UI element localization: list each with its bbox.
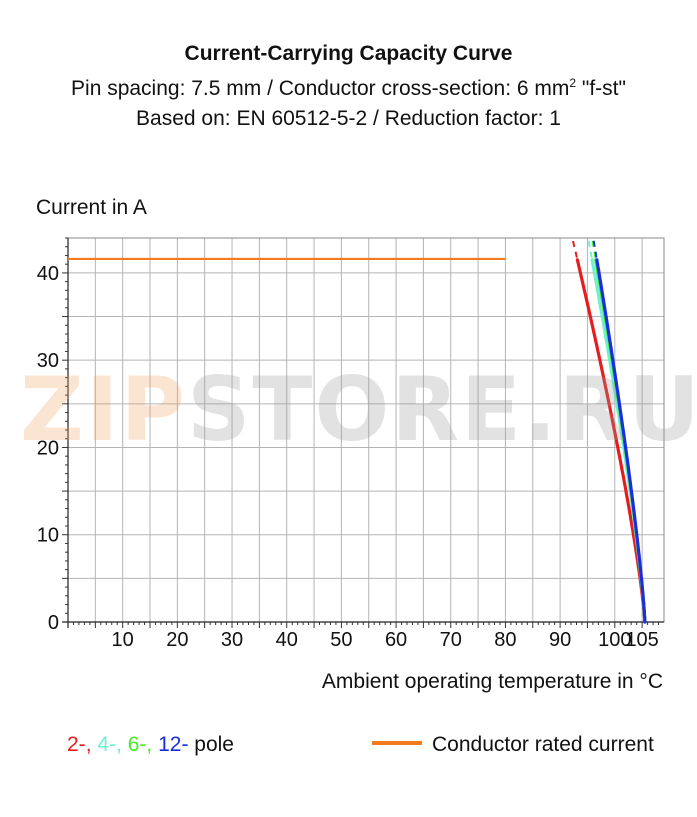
chart-subtitle-2: Based on: EN 60512-5-2 / Reduction facto… (136, 107, 561, 130)
series-dashed-6-pole (591, 237, 597, 258)
chart-title: Current-Carrying Capacity Curve (184, 42, 513, 65)
rated-current-swatch (372, 741, 422, 746)
x-tick-label: 80 (494, 629, 516, 651)
plot-frame (67, 237, 665, 623)
chart-titles: Current-Carrying Capacity Curve Pin spac… (0, 40, 697, 134)
pole-legend-item: 12- (152, 733, 189, 756)
pole-legend-item: 4- (91, 733, 117, 756)
series-line-12-pole (595, 258, 647, 624)
x-tick-label: 40 (276, 629, 298, 651)
y-tick-label: 20 (37, 437, 59, 459)
x-tick-label: 10 (112, 629, 134, 651)
pole-legend-item: pole (188, 733, 234, 756)
pole-legend-item: 2- (67, 733, 86, 756)
subtitle-1-superscript: 2 (569, 76, 577, 90)
pole-legend-item: 6- (121, 733, 147, 756)
chart-subtitle-1: Pin spacing: 7.5 mm / Conductor cross-se… (0, 68, 697, 104)
pole-legend-item: , (146, 733, 153, 756)
pole-legend: 2-, 4-, 6-, 12- pole (67, 733, 234, 757)
series-dashed-2-pole (571, 237, 578, 258)
y-axis-label: Current in A (36, 196, 147, 219)
series-dashed-12-pole (592, 237, 598, 258)
x-tick-label: 50 (330, 629, 352, 651)
x-tick-label: 100 (598, 629, 631, 651)
x-tick-label: 60 (385, 629, 407, 651)
pole-legend-item: , (116, 733, 122, 756)
rated-current-legend: Conductor rated current (372, 733, 654, 757)
x-tick-label: 90 (549, 629, 571, 651)
y-tick-label: 0 (48, 612, 59, 634)
y-tick-label: 30 (37, 350, 59, 372)
y-tick-label: 10 (37, 525, 59, 547)
x-tick-label: 20 (166, 629, 188, 651)
x-axis-label: Ambient operating temperature in °C (321, 670, 663, 693)
x-tick-label: 30 (221, 629, 243, 651)
pole-legend-item: , (85, 733, 92, 756)
x-tick-label: 70 (440, 629, 462, 651)
y-tick-label: 40 (37, 263, 59, 285)
series-dashed-4-pole (587, 237, 593, 258)
x-tick-label: 105 (625, 629, 658, 651)
subtitle-1-suffix: "f-st" (576, 77, 626, 100)
subtitle-1-text: Pin spacing: 7.5 mm / Conductor cross-se… (71, 77, 570, 100)
rated-current-legend-label: Conductor rated current (432, 733, 654, 756)
